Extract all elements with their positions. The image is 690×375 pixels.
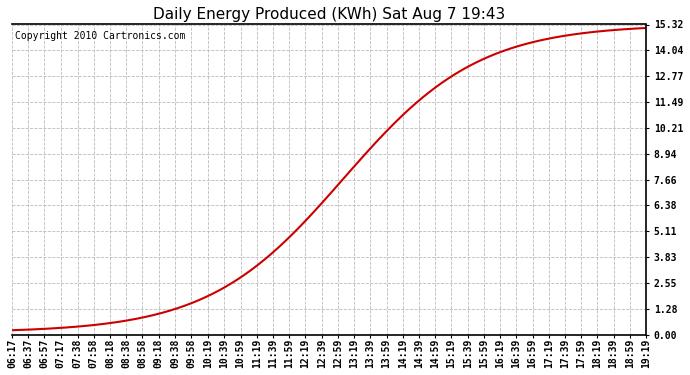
Title: Daily Energy Produced (KWh) Sat Aug 7 19:43: Daily Energy Produced (KWh) Sat Aug 7 19… [153, 7, 505, 22]
Text: Copyright 2010 Cartronics.com: Copyright 2010 Cartronics.com [15, 31, 186, 41]
